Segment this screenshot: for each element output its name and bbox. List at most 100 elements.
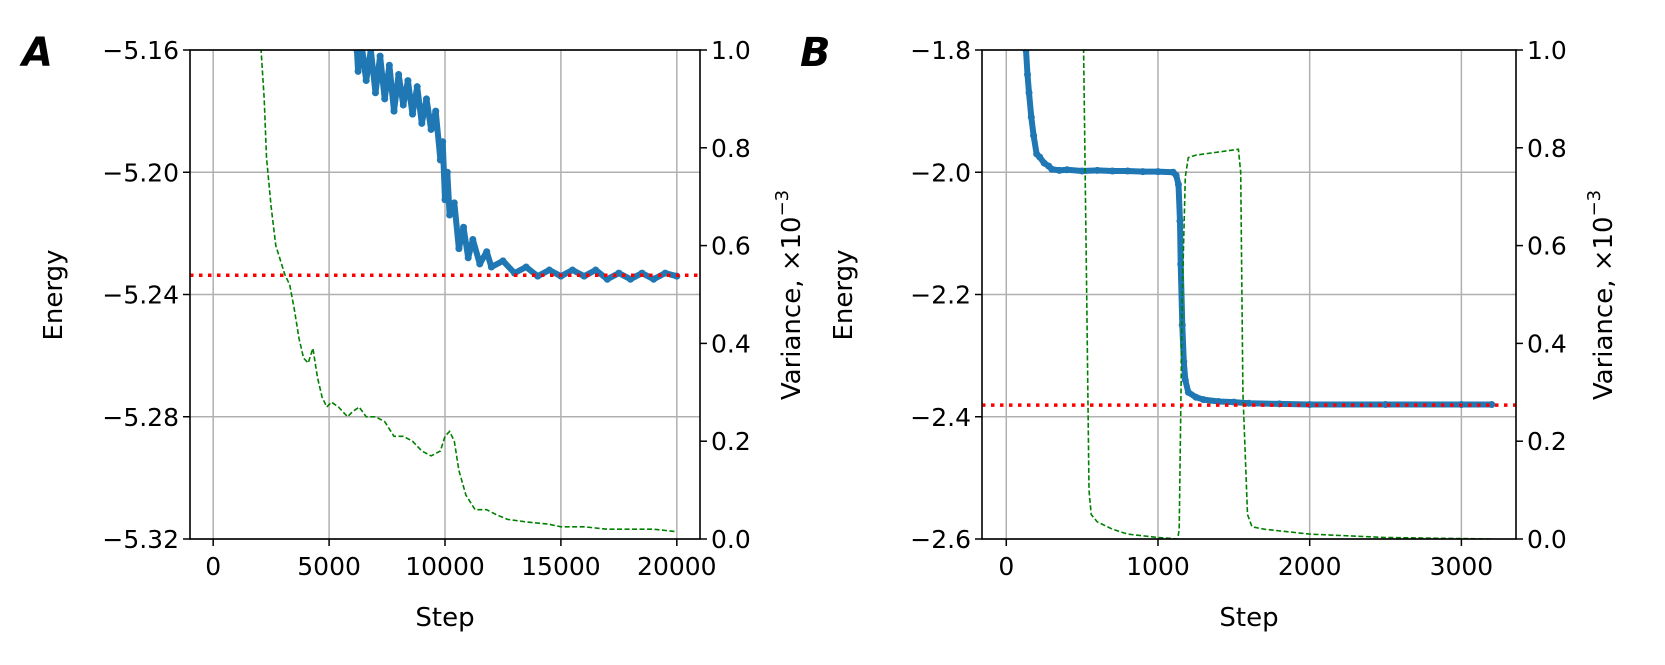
energy-point	[1055, 166, 1063, 174]
energy-point	[1176, 217, 1184, 225]
y-axis-label: Energy	[829, 249, 859, 340]
x-tick-label: 10000	[405, 552, 485, 581]
y-tick-label: −2.0	[910, 158, 971, 187]
energy-point	[1025, 89, 1033, 97]
y-tick-label: −5.24	[102, 281, 179, 310]
x-axis-label: Step	[415, 603, 474, 633]
x-tick-label: 0	[205, 552, 221, 581]
plot-area	[260, 40, 681, 533]
energy-point	[1184, 388, 1192, 396]
panel-b: B Energy Step Variance, ×10−3 0 1000 2000 3…	[800, 30, 1619, 633]
energy-point	[413, 83, 421, 91]
energy-point	[1174, 180, 1182, 188]
y-right-axis-label: Variance, ×10−3	[1584, 190, 1619, 400]
y-tick-label: −1.8	[910, 36, 971, 65]
variance-line	[260, 50, 677, 533]
energy-point	[1488, 401, 1496, 409]
energy-point	[1245, 399, 1253, 407]
energy-point	[1036, 153, 1044, 161]
energy-point	[390, 107, 398, 115]
energy-point	[362, 77, 370, 85]
energy-point	[450, 199, 458, 207]
y-tick-label: −5.20	[102, 158, 179, 187]
y-right-tick-label: 0.0	[711, 525, 751, 554]
energy-point	[469, 235, 477, 243]
y-right-tick-label: 0.8	[1527, 134, 1567, 163]
energy-point	[1022, 50, 1030, 54]
energy-point	[443, 168, 451, 176]
energy-point	[661, 269, 669, 277]
energy-point	[650, 275, 658, 283]
x-tick-label: 15000	[521, 552, 601, 581]
energy-point	[1030, 132, 1038, 140]
y-right-tick-label: 0.2	[1527, 427, 1567, 456]
energy-point	[476, 260, 484, 268]
energy-point	[404, 77, 412, 85]
energy-point	[460, 223, 468, 231]
energy-point	[409, 110, 417, 118]
variance-line	[1082, 50, 1492, 539]
energy-point	[371, 89, 379, 97]
y-right-axis-label: Variance, ×10−3	[772, 190, 807, 400]
energy-point	[592, 266, 600, 274]
energy-point	[376, 52, 384, 60]
energy-point	[1093, 166, 1101, 174]
energy-point	[455, 245, 463, 253]
y-right-tick-label: 0.8	[711, 134, 751, 163]
energy-point	[1192, 393, 1200, 401]
y-right-tick-label: 0.2	[711, 427, 751, 456]
y-tick-label: −2.4	[910, 403, 971, 432]
energy-point	[483, 248, 491, 256]
panel-label: A	[19, 30, 53, 76]
energy-point	[399, 101, 407, 109]
energy-point	[1181, 376, 1189, 384]
energy-point	[603, 275, 611, 283]
x-tick-label: 1000	[1126, 552, 1190, 581]
y-right-tick-label: 0.6	[711, 232, 751, 261]
y-axis-label: Energy	[39, 249, 69, 340]
energy-point	[1154, 168, 1162, 176]
energy-point	[353, 50, 361, 54]
y-tick-label: −5.16	[102, 36, 179, 65]
y-right-tick-label: 0.4	[1527, 329, 1567, 358]
energy-point	[1063, 166, 1071, 174]
energy-point	[615, 269, 623, 277]
energy-point	[385, 61, 393, 69]
plot-area	[1022, 50, 1496, 539]
energy-point	[422, 95, 430, 103]
energy-point	[441, 196, 449, 204]
panel-label: B	[800, 30, 831, 76]
energy-point	[1199, 396, 1207, 404]
energy-point	[358, 40, 365, 47]
y-tick-label: −2.6	[910, 525, 971, 554]
energy-point	[436, 156, 444, 164]
energy-point	[534, 272, 542, 280]
y-right-tick-label: 1.0	[1527, 36, 1567, 65]
energy-point	[418, 119, 426, 127]
y-tick-label: −5.28	[102, 403, 179, 432]
x-tick-label: 2000	[1278, 552, 1342, 581]
energy-point	[499, 257, 507, 265]
energy-point	[487, 263, 495, 271]
energy-line	[1023, 50, 1495, 408]
energy-point	[1215, 397, 1223, 405]
energy-point	[395, 70, 403, 78]
energy-point	[439, 138, 447, 146]
x-axis-label: Step	[1219, 603, 1278, 633]
energy-point	[1048, 165, 1056, 173]
energy-point	[464, 254, 472, 262]
energy-point	[427, 125, 435, 133]
y-tick-label: −5.32	[102, 525, 179, 554]
energy-point	[381, 95, 389, 103]
x-tick-label: 0	[998, 552, 1014, 581]
y-right-tick-label: 0.0	[1527, 525, 1567, 554]
panel-a: A Energy Step Variance, ×10−3 0 5000 10000…	[19, 30, 807, 633]
energy-point	[1124, 167, 1132, 175]
y-right-tick-label: 0.6	[1527, 232, 1567, 261]
energy-point	[367, 50, 375, 54]
y-right-tick-label: 0.4	[711, 329, 751, 358]
energy-point	[1108, 167, 1116, 175]
energy-point	[1024, 70, 1032, 78]
energy-point	[626, 275, 634, 283]
